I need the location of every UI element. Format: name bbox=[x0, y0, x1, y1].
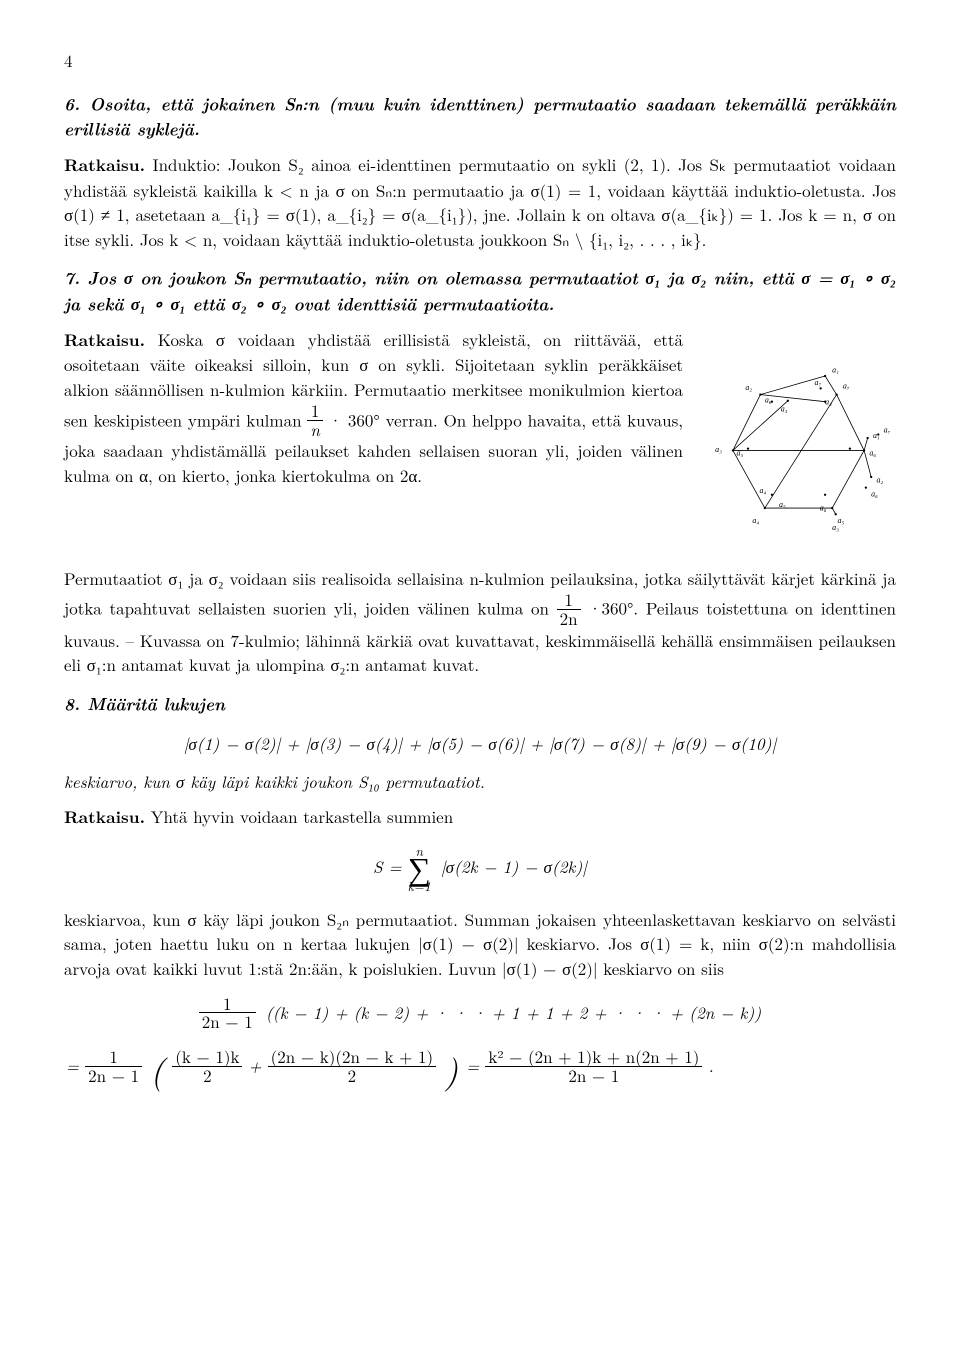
solution-label-6: Ratkaisu. bbox=[64, 153, 145, 177]
problem-6-solution: Ratkaisu. Induktio: Joukon S₂ ainoa ei-i… bbox=[64, 152, 896, 252]
big-paren-close-icon: ) bbox=[442, 1045, 460, 1093]
inner1-den: 2 bbox=[172, 1067, 242, 1085]
final-period: . bbox=[709, 1053, 714, 1077]
frac-den: n bbox=[307, 421, 323, 439]
svg-text:a₂: a₂ bbox=[745, 383, 752, 392]
svg-text:a₆: a₆ bbox=[871, 489, 878, 498]
svg-text:a₅: a₅ bbox=[736, 449, 743, 458]
svg-text:a₇: a₇ bbox=[843, 381, 850, 390]
svg-text:a₁: a₁ bbox=[832, 365, 839, 374]
solution-label-7: Ratkaisu. bbox=[64, 328, 145, 352]
svg-text:a₇: a₇ bbox=[884, 425, 891, 434]
svg-text:a₅: a₅ bbox=[779, 500, 786, 509]
problem-8-question-tail: keskiarvo, kun σ käy läpi kaikki joukon … bbox=[64, 769, 896, 794]
svg-text:a₂: a₂ bbox=[825, 397, 832, 406]
frac-inner-1: (k − 1)k 2 bbox=[172, 1048, 242, 1085]
frac-2nminus1-1: 1 2n − 1 bbox=[199, 995, 256, 1032]
problem-8-long-line-2: = 1 2n − 1 ( (k − 1)k 2 + (2n − k)(2n − … bbox=[64, 1045, 896, 1094]
problem-8-solution-2: keskiarvoa, kun σ käy läpi joukon S₂ₙ pe… bbox=[64, 907, 896, 981]
frac-2nminus1-2: 1 2n − 1 bbox=[85, 1048, 142, 1085]
page-number: 4 bbox=[64, 48, 896, 73]
frac-inner-2: (2n − k)(2n − k + 1) 2 bbox=[268, 1048, 436, 1085]
problem-8-question: 8. Määritä lukujen bbox=[64, 691, 896, 717]
long-line1-body: ((k − 1) + (k − 2) + · · · + 1 + 1 + 2 +… bbox=[262, 1000, 761, 1024]
problem-8-solution-1: Ratkaisu. Yhtä hyvin voidaan tarkastella… bbox=[64, 804, 896, 830]
problem-6-question: 6. Osoita, että jokainen Sₙ:n (muu kuin … bbox=[64, 91, 896, 142]
solution-label-8: Ratkaisu. bbox=[64, 805, 145, 829]
l1-den: 2n − 1 bbox=[199, 1013, 256, 1031]
fraction-1-over-2n: 1 2n bbox=[557, 591, 581, 628]
problem-7-text: 7. Jos σ on joukon Sₙ permutaatio, niin … bbox=[64, 266, 896, 316]
problem-8-sol-1-body: Yhtä hyvin voidaan tarkastella summien bbox=[151, 804, 453, 828]
svg-text:a₄: a₄ bbox=[760, 486, 767, 495]
svg-text:a₆: a₆ bbox=[820, 503, 827, 512]
frac2-den: 2n bbox=[557, 610, 581, 628]
svg-text:a₃: a₃ bbox=[781, 404, 788, 413]
problem-8-long-line-1: 1 2n − 1 ((k − 1) + (k − 2) + · · · + 1 … bbox=[64, 995, 896, 1032]
svg-text:a₁: a₁ bbox=[873, 431, 880, 440]
result-den: 2n − 1 bbox=[485, 1067, 702, 1085]
big-paren-open-icon: ( bbox=[148, 1045, 166, 1093]
svg-text:a₇: a₇ bbox=[814, 378, 821, 387]
formula1-body: |σ(1) − σ(2)| + |σ(3) − σ(4)| + |σ(5) − … bbox=[184, 731, 777, 755]
frac-result: k² − (2n + 1)k + n(2n + 1) 2n − 1 bbox=[485, 1048, 702, 1085]
problem-8-text: 8. Määritä lukujen bbox=[64, 692, 225, 716]
problem-7-figure-row: Ratkaisu. Koska σ voidaan yhdistää erill… bbox=[64, 327, 896, 557]
l2-den: 2n − 1 bbox=[85, 1067, 142, 1085]
svg-text:a₄: a₄ bbox=[752, 516, 759, 525]
eq2: = bbox=[466, 1053, 485, 1077]
problem-6-solution-body: Induktio: Joukon S₂ ainoa ei-identtinen … bbox=[64, 152, 896, 251]
svg-text:a₆: a₆ bbox=[869, 449, 876, 458]
problem-7-solution-left: Ratkaisu. Koska σ voidaan yhdistää erill… bbox=[64, 327, 683, 488]
svg-text:a₃: a₃ bbox=[832, 523, 839, 532]
formula2-body: |σ(2k − 1) − σ(2k)| bbox=[437, 854, 587, 878]
problem-7-question: 7. Jos σ on joukon Sₙ permutaatio, niin … bbox=[64, 265, 896, 316]
problem-8-formula-1: |σ(1) − σ(2)| + |σ(3) − σ(4)| + |σ(5) − … bbox=[64, 731, 896, 756]
problem-8-formula-2: S = n ∑ k=1 |σ(2k − 1) − σ(2k)| bbox=[64, 844, 896, 893]
problem-6-text: 6. Osoita, että jokainen Sₙ:n (muu kuin … bbox=[64, 92, 896, 142]
eq1: = bbox=[66, 1053, 85, 1077]
svg-text:a₂: a₂ bbox=[877, 475, 884, 484]
problem-7-solution-after: Permutaatiot σ₁ ja σ₂ voidaan siis reali… bbox=[64, 566, 896, 677]
heptagon-figure: a₁a₂a₃a₄a₅a₆a₇a₇a₆a₅a₄a₅a₆a₂a₁a₂a₃a₃a₇a₆ bbox=[701, 327, 896, 557]
svg-text:a₆: a₆ bbox=[765, 395, 772, 404]
inner2-den: 2 bbox=[268, 1067, 436, 1085]
formula2-pre: S = bbox=[373, 854, 408, 878]
svg-text:a₃: a₃ bbox=[715, 445, 722, 454]
heptagon-svg: a₁a₂a₃a₄a₅a₆a₇a₇a₆a₅a₄a₅a₆a₂a₁a₂a₃a₃a₇a₆ bbox=[701, 341, 896, 551]
sum-lower: k=1 bbox=[408, 879, 431, 892]
plus: + bbox=[249, 1053, 268, 1077]
fraction-1-over-n: 1 n bbox=[307, 402, 323, 439]
